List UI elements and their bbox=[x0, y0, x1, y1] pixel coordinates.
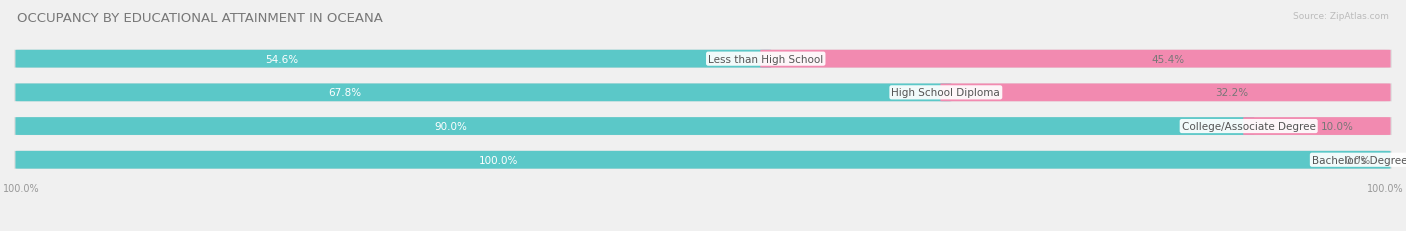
Text: College/Associate Degree: College/Associate Degree bbox=[1182, 122, 1316, 131]
Text: 32.2%: 32.2% bbox=[1215, 88, 1249, 98]
FancyBboxPatch shape bbox=[15, 84, 952, 102]
Text: 100.0%: 100.0% bbox=[478, 155, 517, 165]
FancyBboxPatch shape bbox=[15, 151, 1391, 169]
FancyBboxPatch shape bbox=[941, 84, 1391, 102]
FancyBboxPatch shape bbox=[10, 118, 1396, 136]
Text: 54.6%: 54.6% bbox=[264, 55, 298, 64]
Text: Source: ZipAtlas.com: Source: ZipAtlas.com bbox=[1294, 12, 1389, 21]
Text: 45.4%: 45.4% bbox=[1152, 55, 1185, 64]
FancyBboxPatch shape bbox=[10, 50, 1396, 68]
FancyBboxPatch shape bbox=[10, 151, 1396, 169]
Text: Bachelor's Degree or higher: Bachelor's Degree or higher bbox=[1312, 155, 1406, 165]
FancyBboxPatch shape bbox=[10, 84, 1396, 102]
Text: 0.0%: 0.0% bbox=[1344, 155, 1371, 165]
Text: High School Diploma: High School Diploma bbox=[891, 88, 1000, 98]
Text: OCCUPANCY BY EDUCATIONAL ATTAINMENT IN OCEANA: OCCUPANCY BY EDUCATIONAL ATTAINMENT IN O… bbox=[17, 12, 382, 24]
Text: 10.0%: 10.0% bbox=[1320, 122, 1354, 131]
FancyBboxPatch shape bbox=[15, 51, 772, 68]
FancyBboxPatch shape bbox=[1243, 118, 1391, 135]
Text: Less than High School: Less than High School bbox=[709, 55, 824, 64]
Text: 67.8%: 67.8% bbox=[328, 88, 361, 98]
Text: 90.0%: 90.0% bbox=[434, 122, 467, 131]
FancyBboxPatch shape bbox=[15, 118, 1254, 135]
FancyBboxPatch shape bbox=[761, 51, 1391, 68]
